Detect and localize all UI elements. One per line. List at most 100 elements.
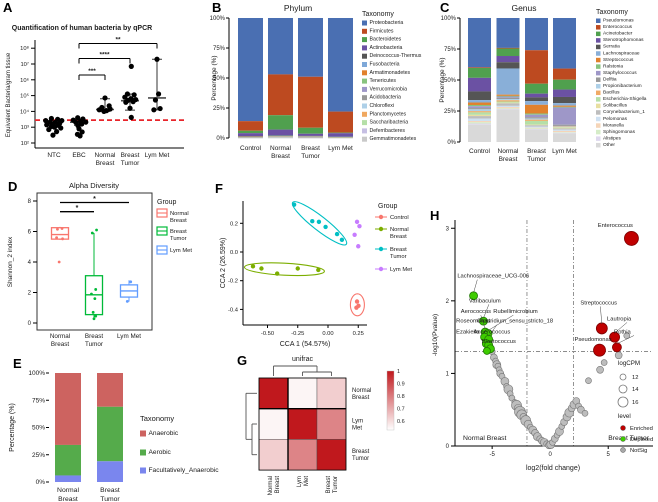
panel-b-label: B <box>212 0 222 15</box>
svg-text:0.25: 0.25 <box>353 331 364 337</box>
svg-text:Acinetobacter: Acinetobacter <box>603 31 633 37</box>
svg-text:-5: -5 <box>489 452 495 458</box>
svg-text:Lym Met: Lym Met <box>117 333 141 340</box>
panel-e-chart: 0% 25% 50% 75% 100% Percentage (%) Normal Breas… <box>9 370 219 502</box>
svg-text:25%: 25% <box>444 109 457 115</box>
svg-text:2: 2 <box>446 299 450 305</box>
svg-text:Lautropia: Lautropia <box>607 316 632 322</box>
svg-text:Saccharibacteria: Saccharibacteria <box>370 120 409 126</box>
svg-text:16: 16 <box>632 400 638 406</box>
svg-text:-0.25: -0.25 <box>291 331 304 337</box>
svg-text:Breast: Breast <box>352 395 370 401</box>
significance-brackets: ********* <box>78 36 158 81</box>
svg-text:Other: Other <box>603 142 615 148</box>
svg-text:Equivalent Bacteria/gram tissu: Equivalent Bacteria/gram tissue <box>6 52 12 137</box>
svg-text:Lym: Lym <box>297 476 303 487</box>
svg-text:100%: 100% <box>441 16 457 22</box>
axes: -5 0 5 0 12 3 <box>446 220 653 458</box>
svg-text:4: 4 <box>28 260 32 266</box>
svg-text:CCA 2 (26.59%): CCA 2 (26.59%) <box>220 238 227 289</box>
panel-c-chart: Genus 0% 25% 50% 75% 100% Percentage (%) Contro… <box>439 3 647 163</box>
svg-text:Tumor: Tumor <box>352 456 369 462</box>
svg-text:Breast: Breast <box>301 145 320 152</box>
panel-c-label: C <box>440 0 450 15</box>
svg-text:75%: 75% <box>32 397 45 404</box>
svg-text:Stenotrophomonas: Stenotrophomonas <box>603 37 644 43</box>
svg-text:Percentage (%): Percentage (%) <box>439 57 446 102</box>
svg-text:Lym Met: Lym Met <box>170 248 192 254</box>
panel-d-label: D <box>8 179 18 194</box>
svg-text:0.7: 0.7 <box>397 407 405 413</box>
groups <box>243 201 365 317</box>
svg-text:50%: 50% <box>444 78 457 84</box>
svg-text:10⁴: 10⁴ <box>20 108 29 115</box>
svg-text:Gemmatimonadetes: Gemmatimonadetes <box>370 136 417 142</box>
svg-text:Tenericutes: Tenericutes <box>370 78 397 84</box>
svg-text:Enterococcus: Enterococcus <box>598 223 633 229</box>
svg-text:2: 2 <box>28 291 32 297</box>
svg-text:Enriched: Enriched <box>630 426 653 432</box>
svg-text:Breast: Breast <box>58 496 78 502</box>
svg-text:Firmicutes: Firmicutes <box>370 28 394 34</box>
svg-text:0.9: 0.9 <box>397 382 405 388</box>
significance-bars: ** <box>60 196 129 213</box>
svg-text:Control: Control <box>390 215 409 221</box>
colorbar: 1 0.9 0.8 0.7 0.6 <box>386 369 405 431</box>
svg-text:0.6: 0.6 <box>397 419 405 425</box>
svg-text:Normal: Normal <box>390 227 409 233</box>
svg-text:-0.4: -0.4 <box>228 307 239 313</box>
col-labels: Normal Breast Lym Met Breast Tumor <box>268 476 339 496</box>
svg-text:0: 0 <box>549 452 553 458</box>
svg-text:unifrac: unifrac <box>292 356 314 363</box>
axes: 10² 10³ 10⁴ 10⁵ 10⁶ 10⁷ 10⁸ <box>20 40 184 149</box>
boxes <box>50 226 139 321</box>
svg-text:1: 1 <box>397 369 400 375</box>
svg-text:Breast: Breast <box>275 476 281 494</box>
svg-text:8: 8 <box>28 199 32 205</box>
svg-text:Breast: Breast <box>271 153 290 160</box>
svg-text:0: 0 <box>446 444 450 450</box>
svg-text:**: ** <box>115 36 121 43</box>
svg-text:Tumor: Tumor <box>301 153 320 160</box>
svg-text:Actinobacteria: Actinobacteria <box>370 45 403 51</box>
svg-text:100%: 100% <box>210 16 226 22</box>
svg-text:Group: Group <box>378 203 398 210</box>
svg-text:Blastococcus: Blastococcus <box>482 339 516 345</box>
panel-a-chart: Quantification of human bacteria by qPCR… <box>6 25 184 167</box>
panel-b-chart: Phylum 0% 25% 50% 75% 100% Percentage (%) Contr… <box>210 3 422 160</box>
svg-text:Solibacillus: Solibacillus <box>603 103 628 109</box>
svg-text:*: * <box>76 205 79 212</box>
svg-text:12: 12 <box>632 375 638 381</box>
svg-text:5: 5 <box>607 452 611 458</box>
svg-text:0.8: 0.8 <box>397 394 405 400</box>
svg-text:6: 6 <box>28 230 32 236</box>
svg-text:Group: Group <box>157 199 177 206</box>
legend: Taxonomy Proteobacteria Firmicutes Bacteroi… <box>362 11 422 142</box>
svg-text:Enterococcus: Enterococcus <box>603 24 633 30</box>
svg-text:Percentage (%): Percentage (%) <box>9 403 16 452</box>
svg-text:Rubellimicrobium: Rubellimicrobium <box>493 309 538 315</box>
svg-text:***: *** <box>88 68 96 75</box>
svg-text:Escherichia-Shigella: Escherichia-Shigella <box>603 96 647 102</box>
svg-text:14: 14 <box>632 387 639 393</box>
panel-f-chart: -0.50 -0.25 0.00 0.25 -0.4 -0.2 0.0 0.2 CCA 1 (5… <box>220 201 412 348</box>
svg-text:Lym Met: Lym Met <box>145 152 170 159</box>
panel-e-label: E <box>13 356 22 371</box>
svg-text:3: 3 <box>446 226 450 232</box>
svg-text:EBC: EBC <box>72 152 86 159</box>
svg-text:0.00: 0.00 <box>322 331 333 337</box>
svg-text:Alpha Diversity: Alpha Diversity <box>69 181 119 190</box>
svg-text:50%: 50% <box>213 76 226 82</box>
svg-text:Normal: Normal <box>352 388 371 394</box>
svg-text:Ralstonia: Ralstonia <box>603 63 623 69</box>
enriched-points: Enterococcus Streptococcus Lautropia Rothia… <box>575 223 639 357</box>
panel-a-label: A <box>3 0 13 15</box>
depleted-points: Lachnospiraceae_UCG-006 Varibaculum Aeroco… <box>456 274 553 355</box>
svg-text:Fusobacteria: Fusobacteria <box>370 62 400 68</box>
svg-text:0.2: 0.2 <box>230 221 238 227</box>
svg-text:75%: 75% <box>444 47 457 53</box>
svg-text:Moraxella: Moraxella <box>603 122 624 128</box>
svg-text:Bacillus: Bacillus <box>603 90 620 96</box>
